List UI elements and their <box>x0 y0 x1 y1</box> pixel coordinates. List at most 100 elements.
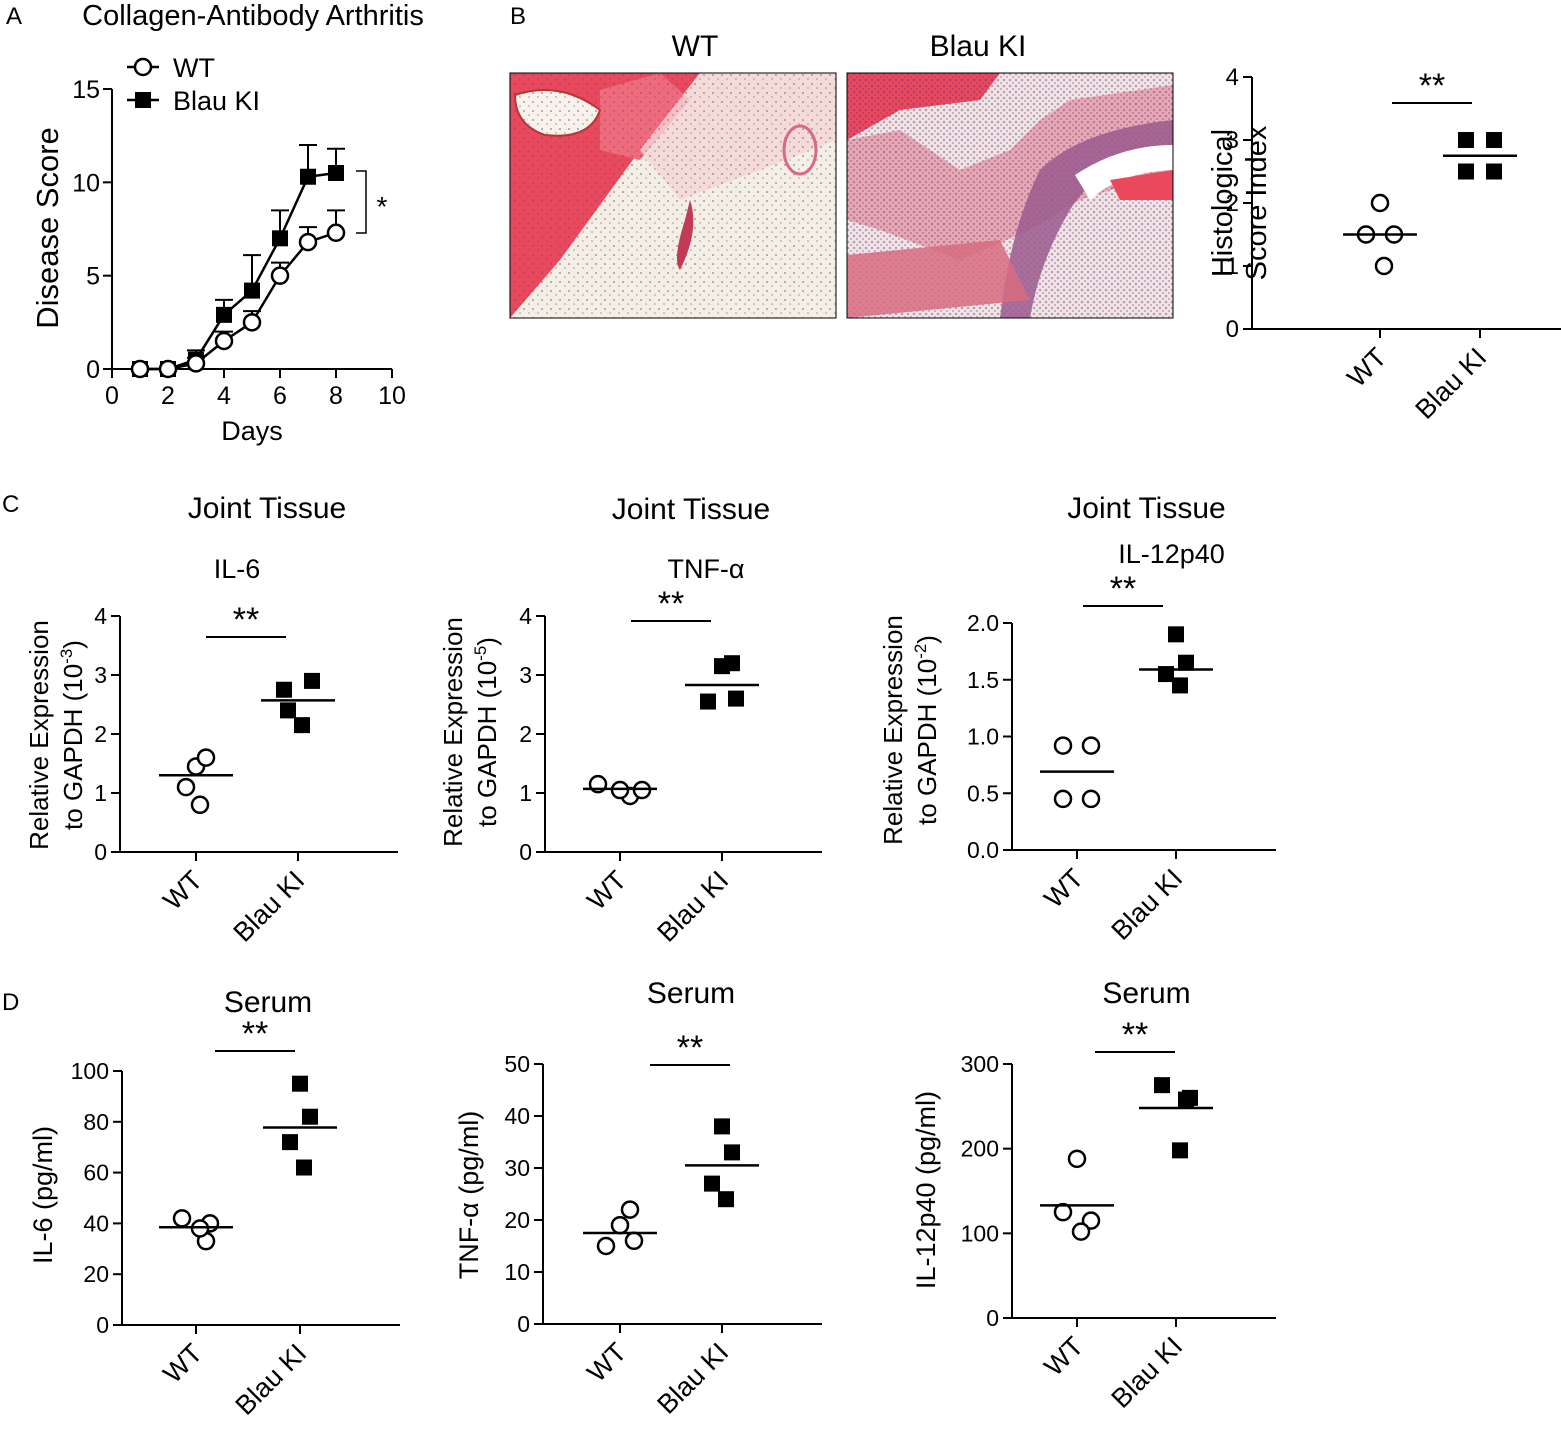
y-tick-label: 40 <box>83 1210 109 1236</box>
significance-label: ** <box>1419 67 1445 105</box>
data-point-wt <box>1053 789 1073 809</box>
data-point-wt <box>158 359 178 379</box>
legend-marker-blau-ki <box>135 92 151 108</box>
data-point-wt <box>196 748 216 767</box>
chart-title: Joint Tissue <box>612 493 770 526</box>
y-tick-label: 300 <box>961 1051 999 1077</box>
chart-title: Joint Tissue <box>1067 492 1225 525</box>
series-line <box>140 171 337 371</box>
data-point-blau-ki <box>294 717 310 734</box>
data-point-wt <box>130 359 150 379</box>
x-tick-label: WT <box>581 865 632 916</box>
y-axis-label: IL-6 (pg/ml) <box>28 1126 58 1264</box>
significance-label: ** <box>233 601 259 639</box>
y-tick-label: 80 <box>83 1109 109 1135</box>
y-tick-label: 4 <box>94 603 107 629</box>
y-axis-label: Relative Expression <box>24 620 54 850</box>
significance-bracket <box>356 170 367 234</box>
significance-label: ** <box>658 585 684 623</box>
y-tick-label: 200 <box>961 1136 999 1162</box>
x-tick-label: WT <box>157 865 208 916</box>
data-point-blau-ki <box>1172 677 1188 694</box>
y-tick-label: 0.5 <box>967 780 999 806</box>
chart-d-il12p40-serum: Serum 0 100 200 300 WT Blau KI IL-12p40 (pg/ml)… <box>911 977 1276 1414</box>
y-tick-label: 30 <box>504 1155 530 1181</box>
histology-ki-image <box>846 72 1174 319</box>
data-point-blau-ki <box>1154 1077 1170 1094</box>
x-tick-label: Blau KI <box>651 865 734 948</box>
data-point-blau-ki <box>728 690 744 707</box>
data-point-blau-ki <box>718 1191 734 1208</box>
y-tick-label: 20 <box>83 1261 109 1287</box>
data-point-blau-ki <box>296 1159 312 1176</box>
y-tick-label: 0 <box>96 1312 109 1338</box>
data-point-wt <box>596 1236 616 1256</box>
y-tick-label: 50 <box>504 1051 530 1077</box>
chart-c-tnf-joint: Joint Tissue TNF-α 0 1 2 3 4 WT Blau KI Relative … <box>438 493 822 948</box>
chart-title: Serum <box>224 986 312 1019</box>
data-point-blau-ki <box>216 306 232 323</box>
data-point-blau-ki <box>724 655 740 672</box>
y-axis-label: TNF-α (pg/ml) <box>454 1111 484 1280</box>
chart-a-disease-score: Collagen-Antibody Arthritis 0 5 10 15 0 2 4 6 8 10… <box>30 0 424 446</box>
significance-label: * <box>377 191 388 222</box>
data-point-wt <box>1081 736 1101 755</box>
y-tick-label: 2 <box>94 721 107 747</box>
data-point-blau-ki <box>328 165 344 181</box>
data-point-blau-ki <box>1178 654 1194 671</box>
histology-ki-label: Blau KI <box>930 30 1027 63</box>
y-tick-label: 2.0 <box>967 610 999 636</box>
y-tick-label: 5 <box>86 263 100 291</box>
significance-label: ** <box>677 1029 703 1067</box>
data-point-wt <box>1067 1149 1087 1169</box>
data-point-wt <box>610 1215 630 1235</box>
data-point-blau-ki <box>276 681 292 698</box>
chart-subtitle: IL-6 <box>214 554 261 584</box>
y-tick-label: 3 <box>519 662 532 688</box>
y-axis-label: Histological <box>1207 129 1239 277</box>
y-tick-label: 10 <box>72 169 100 197</box>
y-tick-label: 2 <box>1226 190 1239 217</box>
y-tick-label: 0.0 <box>967 837 999 863</box>
chart-title: Joint Tissue <box>188 492 346 525</box>
y-axis-label: to GAPDH (10-5) <box>471 637 502 827</box>
data-point-wt <box>1374 256 1394 276</box>
data-point-blau-ki <box>300 168 316 185</box>
y-tick-label: 0 <box>517 1311 530 1337</box>
legend-label: Blau KI <box>173 86 260 116</box>
data-point-wt <box>624 1231 644 1251</box>
x-tick-label: 4 <box>217 382 231 410</box>
data-point-blau-ki <box>1486 163 1502 180</box>
data-point-wt <box>190 1219 210 1238</box>
y-axis-label: Disease Score <box>30 127 65 329</box>
y-tick-label: 1.0 <box>967 724 999 750</box>
y-tick-label: 3 <box>1226 127 1239 154</box>
y-axis-label: Relative Expression <box>438 617 468 847</box>
y-axis-label: IL-12p40 (pg/ml) <box>911 1091 941 1289</box>
data-point-wt <box>326 223 346 242</box>
data-point-blau-ki <box>244 282 260 299</box>
y-tick-label: 0 <box>1226 316 1239 343</box>
data-point-blau-ki <box>1486 132 1502 148</box>
data-point-wt <box>190 795 210 815</box>
y-tick-label: 0 <box>986 1305 999 1331</box>
y-tick-label: 1 <box>94 780 107 806</box>
x-tick-label: 6 <box>273 382 287 410</box>
y-tick-label: 1.5 <box>967 667 999 693</box>
x-tick-label: WT <box>1341 342 1392 393</box>
x-tick-label: 0 <box>105 382 119 410</box>
y-tick-label: 2 <box>519 721 532 747</box>
y-tick-label: 1 <box>1226 253 1239 280</box>
histology-wt-image <box>509 72 837 319</box>
data-point-blau-ki <box>292 1075 308 1092</box>
data-point-blau-ki <box>1458 163 1474 180</box>
y-tick-label: 10 <box>504 1259 530 1285</box>
chart-c-il6-joint: Joint Tissue IL-6 0 1 2 3 4 WT Blau KI Relative E… <box>24 492 398 948</box>
data-point-wt <box>620 1200 640 1219</box>
legend-label: WT <box>173 53 215 83</box>
data-point-blau-ki <box>1172 1142 1188 1159</box>
data-point-blau-ki <box>280 702 296 719</box>
chart-c-il12p40-joint: Joint Tissue IL-12p40 0.0 0.5 1.0 1.5 2.0 WT Bla… <box>878 492 1276 946</box>
y-tick-label: 0 <box>86 356 100 384</box>
